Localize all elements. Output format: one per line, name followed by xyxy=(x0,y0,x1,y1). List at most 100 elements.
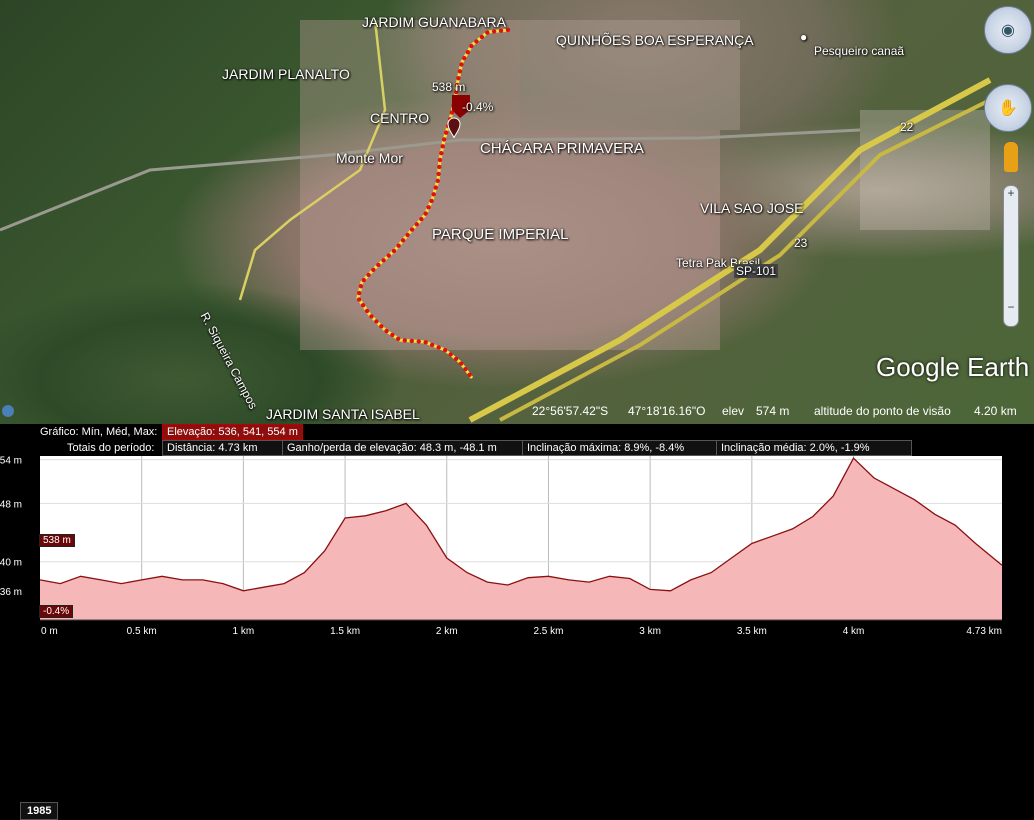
location-pin-icon[interactable] xyxy=(447,117,461,139)
route-dot xyxy=(433,185,438,190)
route-dot xyxy=(505,27,511,33)
route-dot xyxy=(437,157,443,163)
route-dot xyxy=(400,238,406,243)
x-tick-labels: 0 m 0.5 km 1 km 1.5 km 2 km 2.5 km 3 km 3.5 km 4… xyxy=(41,626,1002,637)
graph-label: Gráfico: Mín, Méd, Max: xyxy=(40,426,158,438)
route-dot xyxy=(436,171,441,177)
route-dot xyxy=(435,178,440,184)
map-label-jardim-guanabara: JARDIM GUANABARA xyxy=(362,14,506,30)
map-label-centro: CENTRO xyxy=(370,110,430,126)
map-overlay xyxy=(0,19,1001,423)
route-dot xyxy=(479,34,485,40)
eye-alt-label: altitude do ponto de visão xyxy=(814,404,951,418)
route-dot xyxy=(379,324,384,329)
route-dot xyxy=(409,338,414,344)
zoom-out-icon[interactable]: − xyxy=(1007,300,1015,314)
cursor-slope: -0.4% xyxy=(39,605,74,618)
imagery-year[interactable]: 1985 xyxy=(20,802,59,820)
gain-loss-stat[interactable]: Ganho/perda de elevação: 48.3 m, -48.1 m xyxy=(282,440,526,456)
position-marker-icon xyxy=(452,95,470,118)
route-dot xyxy=(462,55,467,61)
route-dot xyxy=(371,267,376,273)
x-tick-label: 1 km xyxy=(233,626,255,637)
route-dot xyxy=(474,39,479,44)
y-tick-label: 40 m xyxy=(0,558,22,569)
max-slope-stat[interactable]: Inclinação máxima: 8.9%, -8.4% xyxy=(522,440,720,456)
x-tick-label: 2 km xyxy=(436,626,458,637)
satellite-map[interactable]: JARDIM GUANABARA QUINHÕES BOA ESPERANÇA … xyxy=(0,0,1034,424)
x-tick-label: 1.5 km xyxy=(330,626,360,637)
x-tick-label: 3.5 km xyxy=(737,626,767,637)
elev-value: 574 m xyxy=(756,404,790,418)
route-dot xyxy=(453,356,459,362)
route-dot xyxy=(357,290,362,296)
eye-alt-value: 4.20 km xyxy=(974,404,1017,418)
x-tick-label: 0 m xyxy=(41,626,58,637)
route-dot xyxy=(442,347,448,353)
map-label-pesqueiro: Pesqueiro canaã xyxy=(814,44,905,58)
route-dot xyxy=(405,232,410,238)
route-dot xyxy=(369,314,374,319)
route-dot xyxy=(361,277,366,283)
look-control-icon[interactable]: ◉ xyxy=(984,6,1032,54)
google-earth-logo: Google Earth xyxy=(876,352,1030,382)
distance-stat[interactable]: Distância: 4.73 km xyxy=(162,440,286,456)
route-dot xyxy=(381,258,386,263)
x-tick-label: 2.5 km xyxy=(533,626,563,637)
route-dot xyxy=(402,338,408,343)
route-dot xyxy=(455,82,460,88)
elevation-area xyxy=(40,458,1002,620)
marker-elevation: 538 m xyxy=(432,80,466,94)
map-label-jardim-santa-isabel: JARDIM SANTA ISABEL xyxy=(266,406,420,422)
route-dot xyxy=(467,372,472,377)
road-main xyxy=(0,128,861,232)
route-dot xyxy=(386,253,391,258)
route-dot xyxy=(376,262,381,268)
elevation-chart[interactable]: 54 m 48 m 40 m 36 m 0 m 0.5 km 1 km 1.5 km 2 km… xyxy=(0,424,1034,642)
route-dot xyxy=(457,69,463,74)
route-dot xyxy=(459,62,464,67)
elevation-stats[interactable]: Elevação: 536, 541, 554 m xyxy=(162,424,303,440)
route-dot xyxy=(465,49,470,55)
route-dot xyxy=(439,150,444,156)
map-label-quinhoes: QUINHÕES BOA ESPERANÇA xyxy=(556,32,754,48)
route-dot xyxy=(469,43,474,49)
route-dot xyxy=(429,198,434,204)
historical-imagery-icon[interactable] xyxy=(2,405,14,417)
street-view-pegman-icon[interactable] xyxy=(1004,142,1018,172)
road-shield-sp101: SP-101 xyxy=(734,264,779,278)
route-dot xyxy=(390,332,395,338)
road-label-22: 22 xyxy=(900,120,914,134)
route-dot xyxy=(436,345,441,350)
highway-sp101-lane xyxy=(499,93,1001,422)
route-dot xyxy=(409,227,415,232)
zoom-in-icon[interactable]: + xyxy=(1007,186,1015,200)
zoom-slider[interactable]: + − xyxy=(1003,185,1019,327)
x-tick-label: 3 km xyxy=(639,626,661,637)
route-dot xyxy=(366,272,371,278)
route-dot xyxy=(458,361,464,366)
map-label-chacara: CHÁCARA PRIMAVERA xyxy=(480,140,644,157)
urban-blocks xyxy=(300,20,990,350)
elevation-line xyxy=(39,457,1003,592)
avg-slope-stat[interactable]: Inclinação média: 2.0%, -1.9% xyxy=(716,440,912,456)
y-tick-label: 36 m xyxy=(0,587,22,598)
route-dot xyxy=(358,284,364,289)
route-dot xyxy=(395,336,401,341)
pesqueiro-icon: ● xyxy=(800,30,808,44)
route-dot xyxy=(396,243,401,248)
route-dot xyxy=(431,192,436,197)
x-tick-label: 4 km xyxy=(843,626,865,637)
highway-sp101 xyxy=(468,77,992,423)
map-label-jardim-planalto: JARDIM PLANALTO xyxy=(222,66,350,82)
y-tick-labels: 54 m 48 m 40 m 36 m xyxy=(0,456,22,598)
latitude: 22°56'57.42"S xyxy=(532,404,609,418)
route-dot xyxy=(384,328,389,334)
move-control-icon[interactable]: ✋ xyxy=(984,84,1032,132)
route-dot xyxy=(485,30,490,35)
route-dot xyxy=(426,205,431,210)
marker-slope: -0.4% xyxy=(462,100,494,114)
road-yellow-west xyxy=(238,19,387,301)
totals-label: Totais do período: xyxy=(67,442,155,454)
route-dot xyxy=(498,28,504,33)
